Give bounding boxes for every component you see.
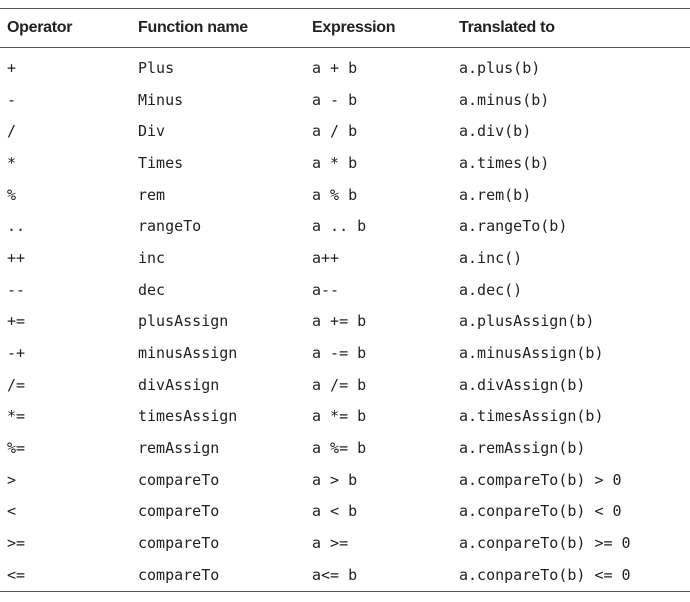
- table-row: -- dec a-- a.dec(): [0, 274, 690, 306]
- function-name-cell: Div: [138, 122, 166, 141]
- function-name-cell: rem: [138, 185, 166, 204]
- expression-cell: a / b: [312, 122, 358, 141]
- table-row: % rem a % b a.rem(b): [0, 179, 690, 211]
- header-operator: Operator: [7, 19, 73, 36]
- function-name-cell: timesAssign: [138, 407, 238, 426]
- expression-cell: a++: [312, 248, 340, 267]
- table-row: <= compareTo a<= b a.conpareTo(b) <= 0: [0, 559, 690, 592]
- operator-cell: *: [7, 153, 17, 172]
- operator-cell: <: [7, 502, 17, 521]
- function-name-cell: dec: [138, 280, 166, 299]
- function-name-cell: remAssign: [138, 439, 220, 458]
- table-header: Operator Function name Expression Transl…: [0, 8, 690, 48]
- expression-cell: a % b: [312, 185, 358, 204]
- operator-cell: /=: [7, 375, 26, 394]
- translated-to-cell: a.conpareTo(b) >= 0: [459, 534, 631, 553]
- operator-table-container: Operator Function name Expression Transl…: [0, 8, 690, 592]
- operator-cell: >=: [7, 534, 26, 553]
- expression-cell: a /= b: [312, 375, 367, 394]
- function-name-cell: minusAssign: [138, 344, 238, 363]
- expression-cell: a .. b: [312, 217, 367, 236]
- table-row: ++ inc a++ a.inc(): [0, 242, 690, 274]
- header-row: Operator Function name Expression Transl…: [0, 8, 690, 48]
- table-row: / Div a / b a.div(b): [0, 115, 690, 147]
- translated-to-cell: a.minusAssign(b): [459, 344, 604, 363]
- expression-cell: a + b: [312, 58, 358, 77]
- operator-cell: >: [7, 470, 17, 489]
- expression-cell: a--: [312, 280, 340, 299]
- function-name-cell: Times: [138, 153, 184, 172]
- table-body: + Plus a + b a.plus(b) - Minus a - b a.minus(b)…: [0, 48, 690, 592]
- table-row: += plusAssign a += b a.plusAssign(b): [0, 306, 690, 338]
- table-row: - Minus a - b a.minus(b): [0, 84, 690, 116]
- function-name-cell: compareTo: [138, 470, 220, 489]
- expression-cell: a - b: [312, 90, 358, 109]
- expression-cell: a >=: [312, 534, 349, 553]
- translated-to-cell: a.conpareTo(b) < 0: [459, 502, 622, 521]
- expression-cell: a *= b: [312, 407, 367, 426]
- table-row: * Times a * b a.times(b): [0, 147, 690, 179]
- translated-to-cell: a.rangeTo(b): [459, 217, 568, 236]
- translated-to-cell: a.div(b): [459, 122, 532, 141]
- operator-cell: ++: [7, 248, 26, 267]
- operator-cell: *=: [7, 407, 26, 426]
- header-expression: Expression: [312, 19, 396, 36]
- expression-cell: a += b: [312, 312, 367, 331]
- header-translated-to: Translated to: [459, 19, 555, 36]
- function-name-cell: Plus: [138, 58, 175, 77]
- translated-to-cell: a.plus(b): [459, 58, 541, 77]
- table-row: -+ minusAssign a -= b a.minusAssign(b): [0, 337, 690, 369]
- translated-to-cell: a.plusAssign(b): [459, 312, 595, 331]
- translated-to-cell: a.compareTo(b) > 0: [459, 470, 622, 489]
- translated-to-cell: a.remAssign(b): [459, 439, 586, 458]
- translated-to-cell: a.divAssign(b): [459, 375, 586, 394]
- operator-cell: %=: [7, 439, 26, 458]
- operator-cell: +: [7, 58, 17, 77]
- expression-cell: a * b: [312, 153, 358, 172]
- operator-cell: <=: [7, 565, 26, 584]
- expression-cell: a < b: [312, 502, 358, 521]
- function-name-cell: compareTo: [138, 565, 220, 584]
- operator-cell: --: [7, 280, 26, 299]
- translated-to-cell: a.timesAssign(b): [459, 407, 604, 426]
- header-function-name: Function name: [138, 19, 248, 36]
- function-name-cell: Minus: [138, 90, 184, 109]
- operator-cell: -: [7, 90, 17, 109]
- expression-cell: a > b: [312, 470, 358, 489]
- function-name-cell: inc: [138, 248, 166, 267]
- function-name-cell: plusAssign: [138, 312, 229, 331]
- table-row: *= timesAssign a *= b a.timesAssign(b): [0, 401, 690, 433]
- table-row: .. rangeTo a .. b a.rangeTo(b): [0, 210, 690, 242]
- translated-to-cell: a.inc(): [459, 248, 523, 267]
- translated-to-cell: a.minus(b): [459, 90, 550, 109]
- expression-cell: a %= b: [312, 439, 367, 458]
- expression-cell: a<= b: [312, 565, 358, 584]
- table-row: > compareTo a > b a.compareTo(b) > 0: [0, 464, 690, 496]
- table-row: >= compareTo a >= a.conpareTo(b) >= 0: [0, 527, 690, 559]
- operator-cell: -+: [7, 344, 26, 363]
- operator-cell: %: [7, 185, 17, 204]
- function-name-cell: divAssign: [138, 375, 220, 394]
- operator-cell: ..: [7, 217, 26, 236]
- translated-to-cell: a.conpareTo(b) <= 0: [459, 565, 631, 584]
- table-row: %= remAssign a %= b a.remAssign(b): [0, 432, 690, 464]
- translated-to-cell: a.rem(b): [459, 185, 532, 204]
- function-name-cell: compareTo: [138, 534, 220, 553]
- function-name-cell: rangeTo: [138, 217, 202, 236]
- operator-cell: /: [7, 122, 17, 141]
- table-row: + Plus a + b a.plus(b): [0, 48, 690, 84]
- translated-to-cell: a.dec(): [459, 280, 523, 299]
- table-row: < compareTo a < b a.conpareTo(b) < 0: [0, 496, 690, 528]
- expression-cell: a -= b: [312, 344, 367, 363]
- operator-cell: +=: [7, 312, 26, 331]
- operator-table: Operator Function name Expression Transl…: [0, 8, 690, 592]
- function-name-cell: compareTo: [138, 502, 220, 521]
- table-row: /= divAssign a /= b a.divAssign(b): [0, 369, 690, 401]
- translated-to-cell: a.times(b): [459, 153, 550, 172]
